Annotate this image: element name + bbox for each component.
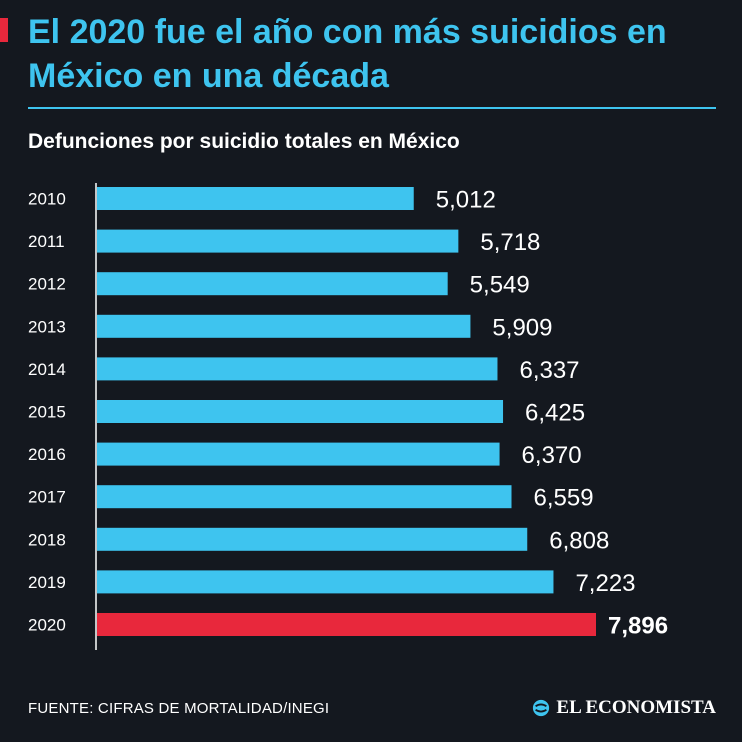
data-label: 7,896: [608, 613, 668, 640]
data-label: 5,718: [480, 229, 540, 256]
data-label: 6,337: [519, 357, 579, 384]
bar-highlight: [97, 613, 596, 636]
y-tick-label: 2015: [28, 403, 66, 422]
data-label: 5,549: [470, 272, 530, 299]
brand-name: EL ECONOMISTA: [556, 697, 716, 718]
bar: [97, 357, 498, 381]
bar: [97, 400, 504, 423]
y-tick-label: 2013: [28, 317, 66, 336]
data-label: 6,808: [549, 527, 609, 554]
bar: [97, 442, 500, 466]
bar: [97, 527, 528, 551]
data-label: 6,370: [522, 442, 582, 469]
bar: [97, 570, 554, 594]
y-tick-label: 2010: [28, 190, 66, 209]
bar: [97, 187, 414, 210]
data-label: 5,012: [436, 187, 496, 214]
bar: [97, 272, 448, 296]
data-label: 5,909: [492, 314, 552, 341]
bar: [97, 485, 512, 509]
y-tick-label: 2019: [28, 573, 66, 592]
source-note: FUENTE: CIFRAS DE MORTALIDAD/INEGI: [28, 700, 330, 717]
bar: [97, 314, 471, 338]
brand-logo: EL ECONOMISTA: [532, 697, 716, 719]
title-accent-bar: [0, 18, 8, 42]
data-label: 6,425: [525, 400, 585, 427]
chart-subtitle: Defunciones por suicidio totales en Méxi…: [28, 130, 460, 153]
y-tick-label: 2011: [28, 232, 65, 251]
bar: [97, 229, 459, 253]
y-tick-label: 2012: [28, 275, 66, 294]
el-economista-logo-icon: [533, 699, 550, 717]
y-tick-label: 2016: [28, 445, 66, 464]
y-tick-label: 2020: [28, 616, 66, 635]
data-label: 6,559: [534, 485, 594, 512]
data-label: 7,223: [575, 570, 635, 597]
y-tick-label: 2014: [28, 360, 66, 379]
title-divider: [28, 107, 716, 109]
y-tick-label: 2018: [28, 530, 66, 549]
page-title: El 2020 fue el año con más suicidios en …: [28, 13, 667, 95]
y-tick-label: 2017: [28, 488, 66, 507]
